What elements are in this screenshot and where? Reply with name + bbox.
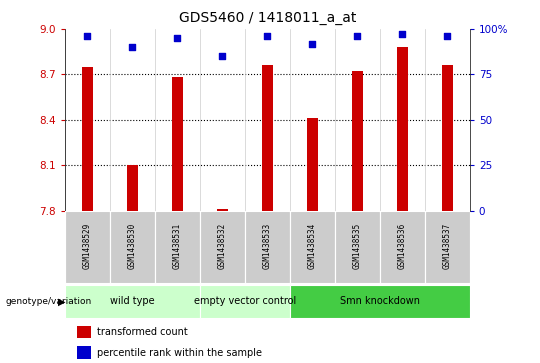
Bar xyxy=(110,211,155,283)
Bar xyxy=(442,65,453,211)
Text: GSM1438534: GSM1438534 xyxy=(308,222,317,269)
Text: transformed count: transformed count xyxy=(97,327,188,337)
Bar xyxy=(380,211,425,283)
Bar xyxy=(65,285,200,318)
Bar xyxy=(200,285,290,318)
Text: GSM1438529: GSM1438529 xyxy=(83,222,92,269)
Point xyxy=(353,33,362,39)
Bar xyxy=(262,65,273,211)
Bar xyxy=(82,67,93,211)
Text: Smn knockdown: Smn knockdown xyxy=(340,295,420,306)
Bar xyxy=(127,165,138,211)
Point xyxy=(173,35,181,41)
Text: GSM1438535: GSM1438535 xyxy=(353,222,362,269)
Point xyxy=(398,32,407,37)
Bar xyxy=(77,326,91,338)
Text: percentile rank within the sample: percentile rank within the sample xyxy=(97,347,262,358)
Point xyxy=(443,33,451,39)
Text: GSM1438537: GSM1438537 xyxy=(443,222,452,269)
Text: genotype/variation: genotype/variation xyxy=(5,297,92,306)
Text: GSM1438532: GSM1438532 xyxy=(218,222,227,269)
Point xyxy=(83,33,92,39)
Bar xyxy=(172,77,183,211)
Text: GSM1438531: GSM1438531 xyxy=(173,222,182,269)
Point xyxy=(263,33,272,39)
Text: GSM1438536: GSM1438536 xyxy=(398,222,407,269)
Point xyxy=(128,44,137,50)
Bar xyxy=(217,209,228,211)
Text: GSM1438533: GSM1438533 xyxy=(263,222,272,269)
Bar xyxy=(290,211,335,283)
Bar xyxy=(65,211,110,283)
Bar xyxy=(245,211,290,283)
Bar xyxy=(397,47,408,211)
Bar xyxy=(352,72,363,211)
Bar xyxy=(290,285,470,318)
Text: GSM1438530: GSM1438530 xyxy=(128,222,137,269)
Title: GDS5460 / 1418011_a_at: GDS5460 / 1418011_a_at xyxy=(179,11,356,25)
Bar xyxy=(307,118,318,211)
Bar xyxy=(335,211,380,283)
Bar xyxy=(425,211,470,283)
Text: empty vector control: empty vector control xyxy=(194,295,296,306)
Point xyxy=(308,41,316,46)
Bar xyxy=(155,211,200,283)
Text: ▶: ▶ xyxy=(58,296,66,306)
Point xyxy=(218,53,227,59)
Bar xyxy=(77,346,91,359)
Text: wild type: wild type xyxy=(110,295,154,306)
Bar xyxy=(200,211,245,283)
